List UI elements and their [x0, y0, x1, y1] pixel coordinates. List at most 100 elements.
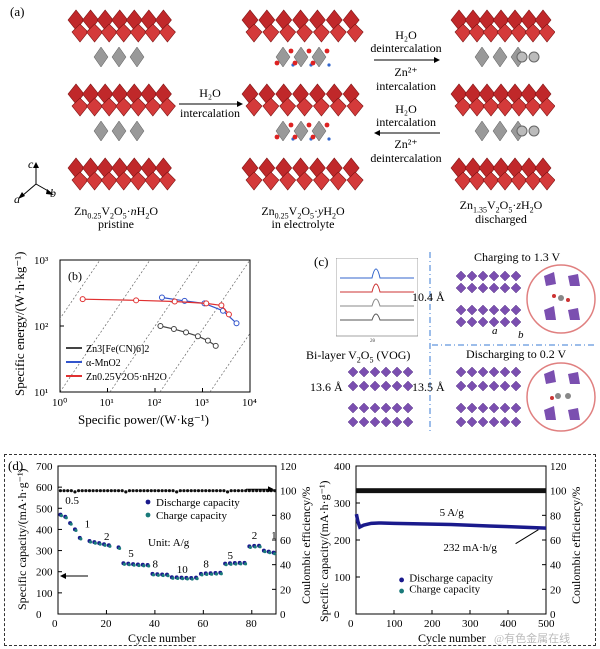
x-tick-label: 500: [538, 618, 555, 630]
charge-point: [253, 545, 257, 549]
charge-point: [176, 576, 180, 581]
charge-point: [248, 545, 252, 549]
ce-point: [116, 489, 121, 493]
charge-point: [69, 522, 73, 526]
ce-point: [164, 489, 168, 493]
legend-label: α-MnO2: [86, 358, 121, 369]
charge-point: [224, 563, 228, 567]
ce-point: [156, 489, 161, 493]
y-tick-label: 0: [334, 609, 340, 621]
arrow-bottom-label-1: H₂O: [395, 102, 417, 116]
ce-point: [146, 489, 150, 493]
ce-point: [95, 489, 99, 493]
guide-line: [209, 332, 250, 392]
ce-point: [240, 489, 244, 493]
x-axis-label: Cycle number: [128, 631, 196, 645]
caption-electrolyte: in electrolyte: [271, 217, 335, 231]
y-axis-label: Specific capacity/(mA·h·g⁻¹): [318, 480, 331, 622]
x-tick-label: 200: [424, 618, 441, 630]
charge-point: [151, 573, 156, 577]
ragone-chart: 10⁰ 10¹ 10² 10³ 10⁴ 10¹ 10² 10³ Specific power/(…: [12, 252, 257, 427]
ce-point: [153, 489, 157, 493]
series-point: [157, 323, 164, 329]
axis-c-label: c: [28, 157, 34, 171]
y2-tick-label: 0: [280, 609, 286, 621]
capacity-band: [354, 513, 547, 530]
crystal-structure-electrolyte: [241, 9, 364, 191]
x-tick-label: 10²: [147, 397, 162, 409]
y-tick-label: 0: [36, 609, 42, 621]
charge-point: [229, 562, 233, 566]
caption-discharged: discharged: [475, 212, 527, 226]
ce-point: [236, 489, 241, 493]
series-point: [79, 296, 86, 303]
spacing-13-6: 13.6 Å: [310, 380, 343, 394]
x-tick-label: 100: [386, 618, 403, 630]
caption-pristine: pristine: [98, 217, 134, 231]
x-tick-label: 40: [149, 618, 161, 630]
rate-label: 1: [271, 530, 277, 542]
legend-label: Discharge capacity: [156, 497, 240, 509]
charge-point: [108, 544, 112, 548]
layer-structure-discharged: [455, 366, 522, 428]
guide-line: [60, 260, 151, 392]
ce-point: [171, 489, 175, 493]
rate-label: 10: [177, 564, 189, 576]
y-tick-label: 10³: [34, 255, 49, 267]
y2-axis-label: Coulombic efficiency/%: [299, 487, 313, 604]
x-axis-label: Specific power/(W·kg⁻¹): [78, 412, 209, 427]
y2-tick-label: 100: [550, 486, 567, 498]
arrow-bottom-label-3: Zn²⁺: [394, 137, 418, 151]
arrow-top-label-2: deintercalation: [370, 41, 442, 55]
axis-b-label: b: [50, 186, 56, 200]
legend-label: Discharge capacity: [409, 572, 493, 584]
ce-point: [207, 489, 211, 493]
layer-structure-vog: [347, 366, 414, 428]
y-tick-label: 700: [36, 461, 53, 473]
legend-label: Charge capacity: [156, 510, 227, 522]
rate-label: 8: [203, 558, 209, 570]
charge-point: [268, 551, 272, 555]
ce-point: [211, 489, 215, 493]
legend-marker: [399, 577, 404, 583]
charge-point: [64, 516, 68, 520]
spacing-10-4: 10.4 Å: [412, 290, 445, 304]
arrow-right-head: [268, 486, 274, 493]
ce-point: [196, 489, 201, 493]
zoom-circle-charged: [526, 264, 596, 334]
watermark: @有色金属在线: [494, 633, 571, 645]
charge-point: [171, 576, 175, 580]
ce-point: [120, 489, 124, 493]
xrd-frame: [336, 258, 418, 337]
ce-point: [273, 489, 277, 493]
axis-a-label: a: [14, 192, 20, 206]
guide-line: [109, 260, 201, 392]
charge-point: [59, 514, 64, 518]
final-capacity-label: 232 mA·h/g: [443, 542, 497, 554]
rate-label: 8: [152, 558, 158, 570]
legend-label: Charge capacity: [409, 584, 480, 596]
x-tick-label: 10³: [195, 397, 210, 409]
panel-c-axis-a: a: [492, 325, 498, 337]
xrd-curve: [340, 298, 414, 307]
guide-line: [159, 260, 250, 392]
xrd-inset: 2θ: [336, 258, 418, 344]
x-tick-label: 20: [100, 618, 112, 630]
y-tick-label: 200: [36, 567, 53, 579]
panel-b-letter: (b): [68, 269, 82, 283]
ce-point: [87, 489, 92, 493]
y-tick-label: 400: [334, 461, 351, 473]
charge-point: [142, 564, 146, 568]
panel-c-axis-b: b: [518, 329, 524, 341]
y2-tick-label: 60: [550, 535, 562, 547]
charge-point: [127, 563, 131, 567]
legend-label: Zn0.25V2O5·nH2O: [86, 372, 167, 383]
ce-point: [215, 489, 219, 493]
x-axis-label: Cycle number: [418, 631, 486, 645]
ce-point: [200, 489, 204, 493]
cycling-stability-chart: 0 100 200 300 400 500010020030040002040608010…: [318, 461, 583, 645]
ce-point: [160, 489, 164, 493]
charge-point: [234, 562, 238, 566]
ce-point: [255, 489, 259, 493]
arrow-top-label-3: Zn²⁺: [394, 65, 418, 79]
